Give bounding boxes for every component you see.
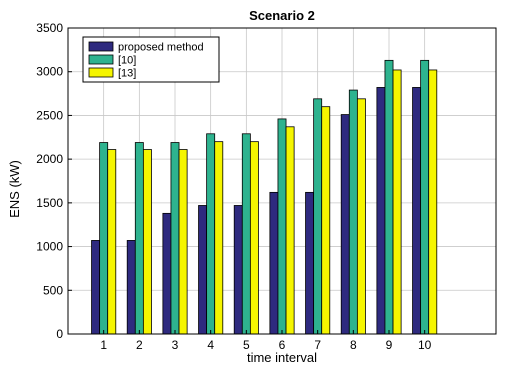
x-tick-label: 10 bbox=[418, 338, 432, 352]
x-tick-label: 9 bbox=[386, 338, 393, 352]
bar-series2-1 bbox=[99, 142, 109, 335]
bar-series3-9 bbox=[392, 69, 402, 335]
bars-layer bbox=[91, 59, 438, 335]
bar-series1-6 bbox=[269, 191, 279, 335]
x-tick-label: 6 bbox=[279, 338, 286, 352]
bar-series2-6 bbox=[277, 118, 287, 335]
y-tick-label: 500 bbox=[43, 283, 63, 297]
axis-ticks: 0 500 1000 1500 2000 2500 3000 3500 1 2 3 4 5 6 7 8 9 10 bbox=[36, 21, 431, 352]
bar-series2-2 bbox=[134, 142, 144, 335]
bar-series3-6 bbox=[285, 126, 295, 335]
y-tick-label: 2000 bbox=[36, 152, 63, 166]
y-tick-label: 1500 bbox=[36, 196, 63, 210]
y-tick-label: 3500 bbox=[36, 21, 63, 35]
bar-series1-3 bbox=[162, 212, 172, 335]
bar-series3-10 bbox=[428, 69, 438, 335]
x-axis-label: time interval bbox=[247, 350, 317, 365]
x-tick-label: 1 bbox=[100, 338, 107, 352]
bar-series1-4 bbox=[198, 205, 208, 335]
y-tick-label: 3000 bbox=[36, 65, 63, 79]
bar-series2-5 bbox=[241, 133, 251, 335]
bar-series1-7 bbox=[305, 191, 315, 335]
x-tick-label: 5 bbox=[243, 338, 250, 352]
legend-label: [10] bbox=[118, 55, 136, 67]
y-tick-label: 2500 bbox=[36, 108, 63, 122]
x-tick-label: 7 bbox=[314, 338, 321, 352]
x-tick-label: 2 bbox=[136, 338, 143, 352]
bar-series3-8 bbox=[356, 98, 366, 335]
bar-series2-4 bbox=[206, 133, 216, 335]
bar-series1-2 bbox=[126, 240, 136, 335]
bar-series1-8 bbox=[340, 114, 350, 335]
chart-title: Scenario 2 bbox=[249, 8, 315, 23]
y-tick-label: 1000 bbox=[36, 240, 63, 254]
bar-series1-9 bbox=[376, 87, 386, 335]
legend-swatch bbox=[88, 41, 114, 52]
bar-series3-3 bbox=[178, 149, 188, 335]
y-axis-label: ENS (kW) bbox=[7, 160, 22, 218]
legend-label: [13] bbox=[118, 68, 136, 80]
x-tick-label: 8 bbox=[350, 338, 357, 352]
bar-series1-5 bbox=[233, 205, 243, 335]
bar-series3-7 bbox=[321, 106, 331, 335]
bar-series2-10 bbox=[420, 59, 430, 335]
bar-series1-10 bbox=[412, 87, 422, 335]
bar-series3-5 bbox=[249, 141, 259, 335]
bar-series1-1 bbox=[91, 240, 101, 335]
legend-swatch bbox=[88, 67, 114, 78]
bar-series2-8 bbox=[348, 89, 358, 335]
x-tick-label: 4 bbox=[207, 338, 214, 352]
bar-series3-1 bbox=[107, 149, 117, 335]
legend: proposed method[10][13] bbox=[82, 36, 220, 83]
bar-series2-9 bbox=[384, 59, 394, 335]
bar-series2-7 bbox=[313, 98, 323, 335]
bar-series2-3 bbox=[170, 142, 180, 335]
bar-series3-2 bbox=[142, 149, 152, 335]
y-tick-label: 0 bbox=[56, 327, 63, 341]
bar-series3-4 bbox=[214, 141, 224, 335]
legend-swatch bbox=[88, 54, 114, 65]
x-tick-label: 3 bbox=[172, 338, 179, 352]
legend-label: proposed method bbox=[118, 42, 204, 54]
